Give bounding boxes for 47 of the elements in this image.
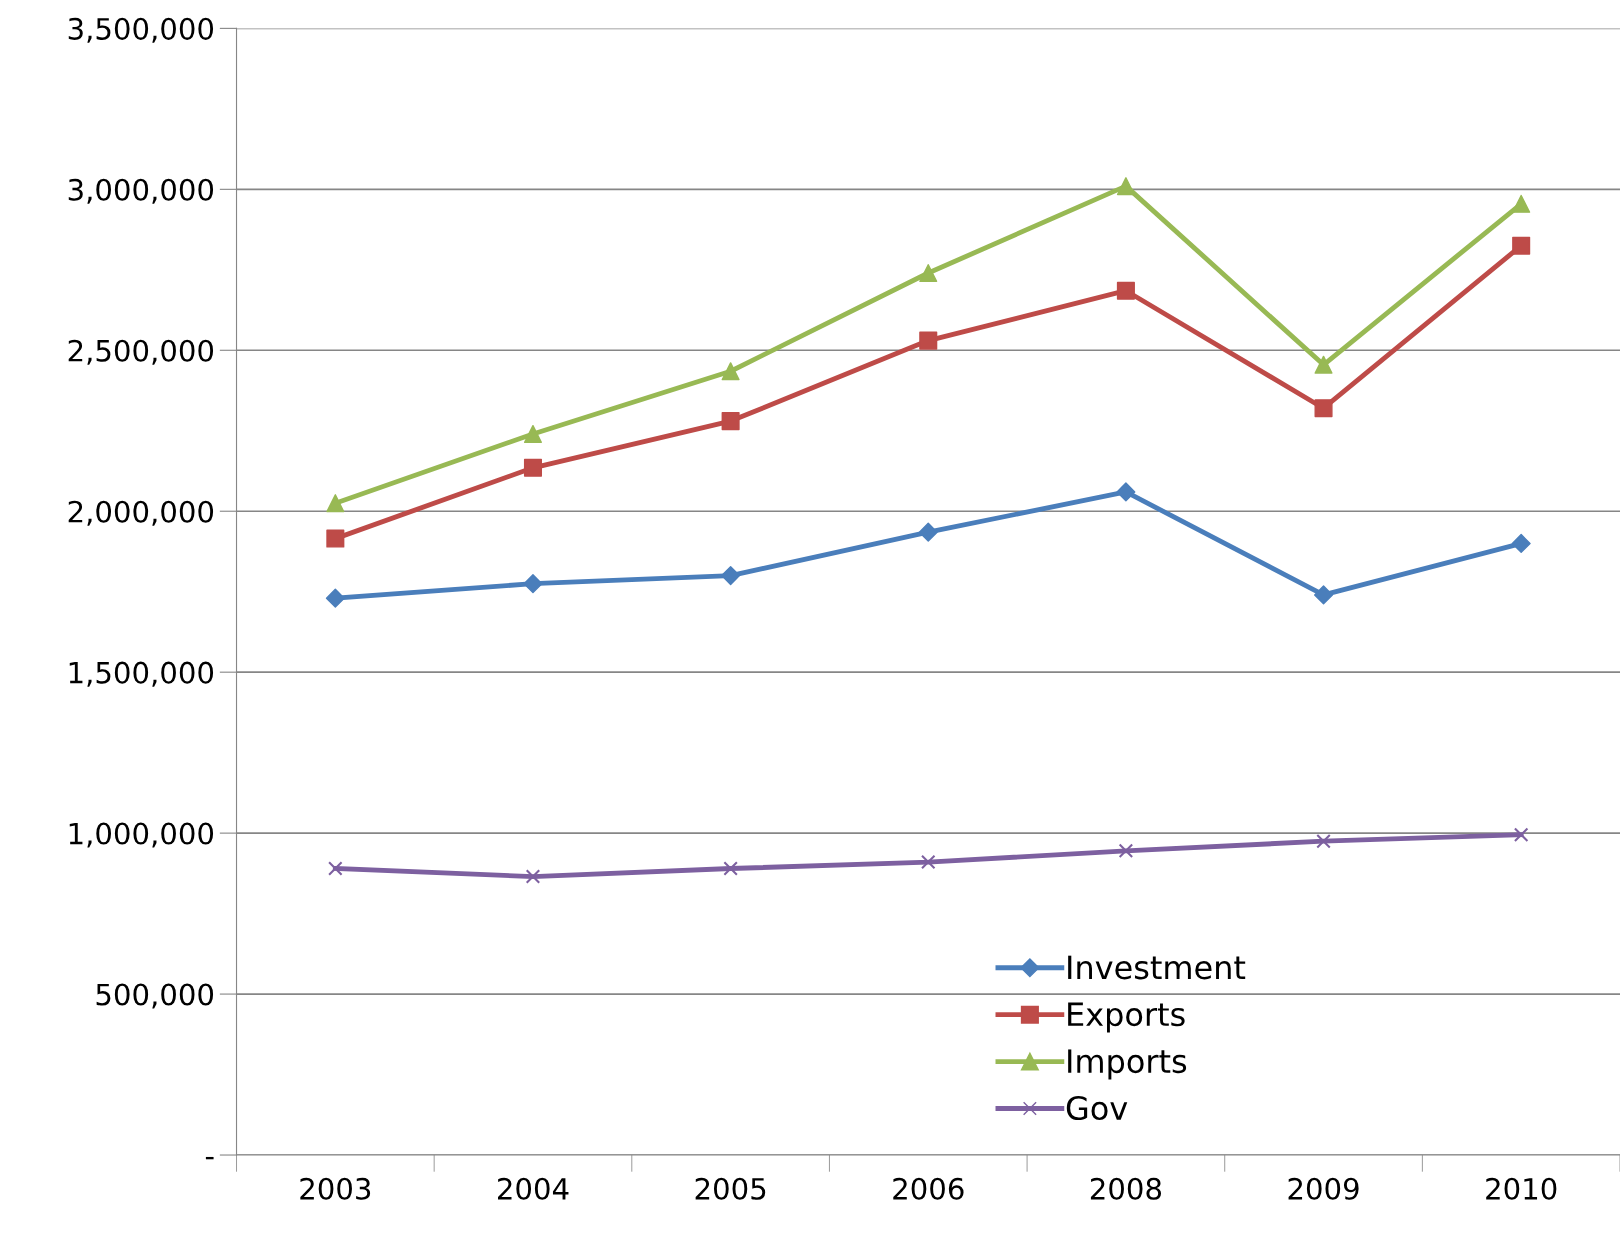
- y-tick-label: 500,000: [96, 983, 214, 1009]
- point: [523, 424, 543, 444]
- point: [1314, 585, 1334, 605]
- point: [1511, 533, 1531, 553]
- point: [1512, 194, 1531, 213]
- y-tick-label: 3,500,000: [68, 17, 214, 43]
- point: [919, 263, 938, 283]
- point: [523, 458, 543, 477]
- point: [918, 522, 938, 542]
- y-tick-label: 1,000,000: [69, 822, 214, 848]
- y-tick-label: 2,000,000: [68, 500, 214, 526]
- point: [721, 412, 740, 431]
- x-tick-label: 2005: [695, 1177, 766, 1200]
- point: [723, 861, 738, 876]
- point: [525, 869, 541, 884]
- point: [721, 566, 741, 586]
- point: [326, 529, 345, 548]
- legend-label: Exports: [1068, 1002, 1185, 1033]
- point: [328, 861, 343, 876]
- point: [1513, 827, 1529, 843]
- point: [1116, 482, 1136, 502]
- y-tick-label: -: [205, 1156, 214, 1160]
- point: [1116, 177, 1135, 196]
- x-tick-label: 2004: [498, 1177, 569, 1200]
- point: [1512, 236, 1531, 255]
- point: [1118, 843, 1134, 859]
- point: [721, 362, 740, 381]
- point: [325, 588, 345, 608]
- y-tick-label: 2,500,000: [68, 339, 214, 365]
- legend-label: Imports: [1068, 1049, 1187, 1080]
- x-tick-label: 2008: [1090, 1177, 1162, 1200]
- x-tick-label: 2006: [893, 1177, 964, 1200]
- point: [920, 854, 936, 870]
- x-tick-label: 2003: [300, 1177, 371, 1200]
- point: [919, 331, 938, 350]
- point: [326, 494, 345, 513]
- y-tick-label: 1,500,000: [69, 661, 214, 687]
- legend-label: Investment: [1068, 955, 1246, 980]
- point: [1116, 281, 1135, 300]
- point: [1316, 833, 1331, 849]
- x-tick-label: 2010: [1486, 1177, 1557, 1200]
- y-tick-label: 3,000,000: [68, 178, 214, 204]
- legend-label: Gov: [1066, 1095, 1128, 1121]
- point: [523, 574, 543, 594]
- x-tick-label: 2009: [1288, 1177, 1359, 1200]
- point: [1314, 399, 1333, 418]
- point: [1314, 355, 1333, 374]
